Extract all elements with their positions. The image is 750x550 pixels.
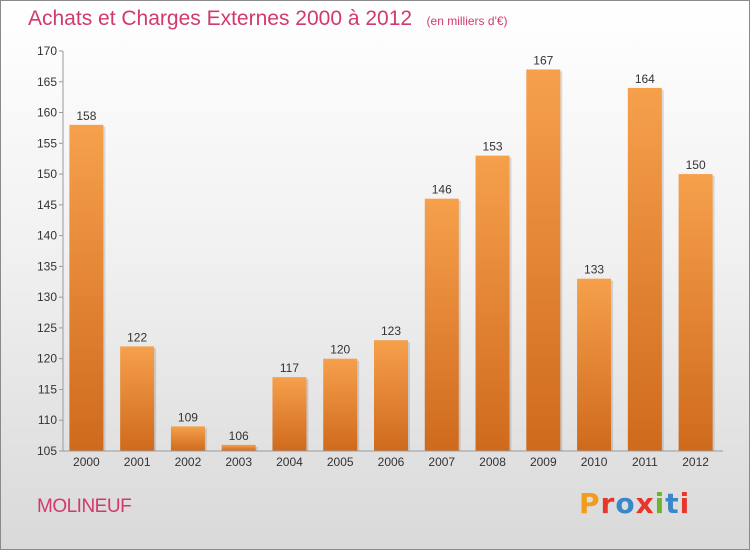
x-tick-label: 2010	[581, 455, 608, 469]
bar	[627, 87, 662, 451]
bar	[170, 426, 205, 451]
data-label: 106	[229, 429, 249, 443]
x-tick-label: 2006	[378, 455, 405, 469]
bar	[69, 124, 104, 451]
data-label: 120	[330, 343, 350, 357]
bar	[272, 377, 307, 451]
logo-letter: i	[654, 487, 666, 520]
bar	[323, 358, 358, 451]
logo-letter: t	[665, 487, 680, 520]
logo-letter: x	[635, 487, 655, 520]
logo-letter: i	[679, 487, 691, 520]
data-label: 133	[584, 263, 604, 277]
x-tick-label: 2005	[327, 455, 354, 469]
logo-letter: o	[615, 487, 636, 520]
x-tick-label: 2002	[175, 455, 202, 469]
data-label: 153	[483, 140, 503, 154]
bar	[577, 278, 612, 451]
bar	[424, 198, 459, 451]
y-axis: 105 110 115 120 125 130 135 140 145 150 155 160 165 1…	[37, 44, 64, 458]
y-tick-label: 130	[37, 290, 57, 304]
y-tick-label: 170	[37, 44, 57, 58]
y-tick-label: 150	[37, 167, 57, 181]
x-axis: 2000 2001 2002 2003 2004 2005 2006 2007 2008 2009…	[63, 450, 723, 469]
x-tick-label: 2012	[682, 455, 709, 469]
logo-letter: P	[579, 487, 601, 520]
commune-name: MOLINEUF	[37, 496, 132, 517]
x-tick-label: 2003	[225, 455, 252, 469]
x-tick-label: 2009	[530, 455, 557, 469]
logo-letter: r	[600, 487, 616, 520]
data-label: 164	[635, 72, 655, 86]
data-label: 158	[76, 109, 96, 123]
y-tick-label: 155	[37, 136, 57, 150]
y-tick-label: 165	[37, 75, 57, 89]
bar	[120, 346, 155, 451]
bar	[475, 155, 510, 451]
y-tick-label: 110	[38, 413, 57, 427]
chart-title: Achats et Charges Externes 2000 à 2012	[28, 7, 413, 30]
y-tick-label: 120	[37, 352, 57, 366]
data-label: 117	[280, 361, 299, 375]
x-tick-label: 2007	[428, 455, 455, 469]
data-label: 123	[381, 324, 401, 338]
y-tick-label: 115	[38, 382, 57, 396]
x-tick-label: 2000	[73, 455, 100, 469]
bar	[526, 69, 561, 451]
y-tick-label: 145	[37, 198, 57, 212]
data-label: 146	[432, 183, 452, 197]
y-tick-label: 140	[37, 229, 57, 243]
bar	[374, 340, 408, 451]
y-tick-label: 105	[37, 444, 57, 458]
bar	[678, 174, 713, 452]
x-tick-label: 2001	[124, 455, 151, 469]
data-label: 167	[533, 53, 553, 67]
chart-unit: (en milliers d'€)	[426, 14, 508, 28]
y-tick-label: 125	[37, 321, 57, 335]
proxiti-logo[interactable]: Proxiti	[579, 487, 690, 520]
bars: 158 122 109 106 117 120 123 146 153 167 133 164 150	[69, 53, 715, 452]
x-tick-label: 2011	[632, 455, 658, 469]
y-tick-label: 160	[37, 106, 57, 120]
bar	[221, 444, 256, 451]
data-label: 109	[178, 410, 198, 424]
chart-header: Achats et Charges Externes 2000 à 2012 (…	[28, 7, 508, 31]
y-tick-label: 135	[37, 259, 57, 273]
data-label: 150	[686, 158, 706, 172]
data-label: 122	[127, 330, 147, 344]
x-tick-label: 2008	[479, 455, 506, 469]
x-tick-label: 2004	[276, 455, 303, 469]
